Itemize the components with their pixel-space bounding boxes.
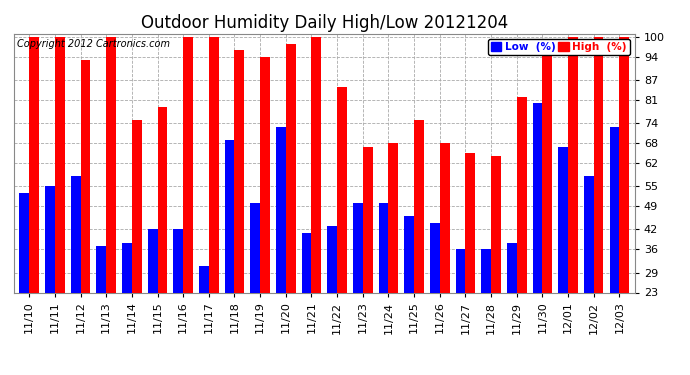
Bar xyxy=(455,249,466,292)
Legend: Low  (%), High  (%): Low (%), High (%) xyxy=(488,39,629,55)
Bar xyxy=(29,37,39,292)
Bar xyxy=(183,37,193,292)
Bar xyxy=(491,156,501,292)
Bar xyxy=(404,216,414,292)
Bar xyxy=(71,176,81,292)
Bar xyxy=(337,87,347,292)
Bar xyxy=(533,104,542,292)
Bar xyxy=(568,37,578,292)
Bar xyxy=(610,127,620,292)
Bar xyxy=(517,97,526,292)
Bar xyxy=(327,226,337,292)
Bar xyxy=(593,37,604,292)
Text: Copyright 2012 Cartronics.com: Copyright 2012 Cartronics.com xyxy=(17,39,170,49)
Bar xyxy=(157,107,167,292)
Bar xyxy=(302,233,311,292)
Bar xyxy=(620,37,629,292)
Bar xyxy=(388,143,398,292)
Bar xyxy=(542,54,552,292)
Bar xyxy=(260,57,270,292)
Bar xyxy=(106,37,116,292)
Bar xyxy=(311,37,322,292)
Bar xyxy=(276,127,286,292)
Bar xyxy=(379,203,388,292)
Bar xyxy=(225,140,235,292)
Bar xyxy=(19,193,29,292)
Bar xyxy=(353,203,363,292)
Bar xyxy=(286,44,295,292)
Bar xyxy=(235,50,244,292)
Bar xyxy=(466,153,475,292)
Bar xyxy=(209,37,219,292)
Bar xyxy=(45,186,55,292)
Title: Outdoor Humidity Daily High/Low 20121204: Outdoor Humidity Daily High/Low 20121204 xyxy=(141,14,508,32)
Bar xyxy=(363,147,373,292)
Bar xyxy=(81,60,90,292)
Bar xyxy=(97,246,106,292)
Bar xyxy=(173,230,183,292)
Bar xyxy=(148,230,157,292)
Bar xyxy=(55,37,65,292)
Bar xyxy=(430,223,440,292)
Bar xyxy=(122,243,132,292)
Bar xyxy=(584,176,593,292)
Bar xyxy=(440,143,449,292)
Bar xyxy=(250,203,260,292)
Bar xyxy=(414,120,424,292)
Bar xyxy=(482,249,491,292)
Bar xyxy=(199,266,209,292)
Bar xyxy=(507,243,517,292)
Bar xyxy=(558,147,568,292)
Bar xyxy=(132,120,141,292)
